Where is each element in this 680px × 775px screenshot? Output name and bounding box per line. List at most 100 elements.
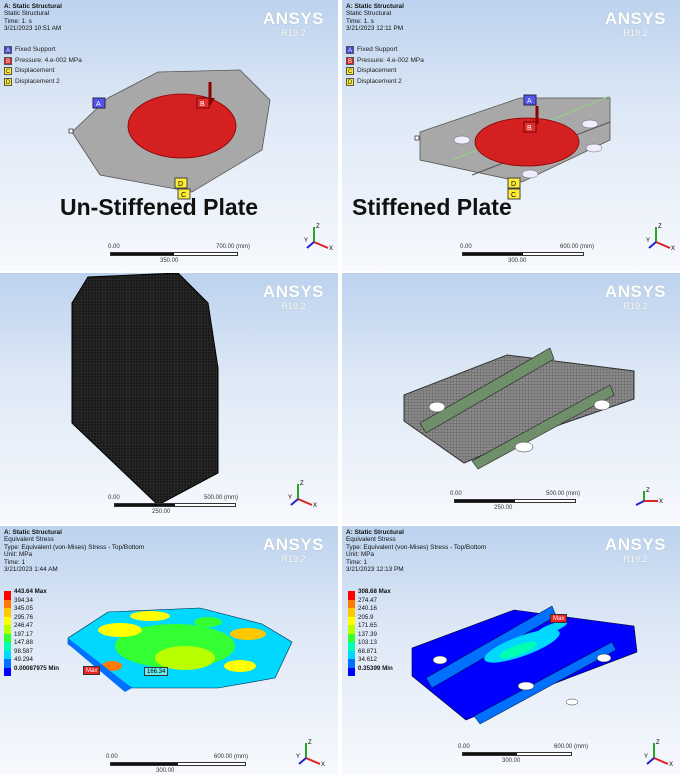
svg-text:Z: Z xyxy=(646,488,650,494)
plate-model[interactable]: A B D C xyxy=(342,0,680,271)
analysis-header: A: Static Structural Static Structural T… xyxy=(4,3,62,33)
ansys-logo: ANSYS R19.2 xyxy=(604,535,666,564)
axis-triad-icon: Z X Y xyxy=(296,740,325,768)
svg-text:Y: Y xyxy=(296,754,300,760)
contour-color-swatch xyxy=(348,616,355,625)
svg-text:D: D xyxy=(511,181,516,188)
ansys-logo: ANSYS R19.2 xyxy=(604,9,666,38)
legend-item-pressure[interactable]: B Pressure: 4.e-002 MPa xyxy=(346,56,424,65)
result-time: Time: 1 xyxy=(4,558,26,566)
svg-text:Y: Y xyxy=(644,754,648,760)
contour-color-swatch xyxy=(348,659,355,668)
contour-color-swatch xyxy=(348,633,355,642)
stress-contour-model[interactable] xyxy=(0,526,338,775)
mesh-model[interactable] xyxy=(0,273,338,524)
contour-level-label: 0.00087975 Min xyxy=(14,664,60,672)
svg-text:Y: Y xyxy=(304,238,308,244)
legend-item-displacement[interactable]: C Displacement xyxy=(4,67,55,76)
ansys-logo: ANSYS R19.2 xyxy=(262,282,324,311)
contour-color-swatch xyxy=(4,608,11,617)
contour-color-swatch xyxy=(348,667,355,676)
viewport-unstiffened-mesh[interactable]: ANSYS R19.2 0.00 500.00 (mm) 250.00 Z X Y xyxy=(0,273,338,524)
svg-text:Y: Y xyxy=(646,238,650,244)
legend-item-displacement[interactable]: C Displacement xyxy=(346,67,397,76)
max-marker[interactable]: Max xyxy=(550,614,568,623)
scale-bar: 0.00 700.00 (mm) 350.00 xyxy=(108,244,251,264)
contour-color-swatch xyxy=(4,616,11,625)
probe-label[interactable]: 166.34 xyxy=(144,667,169,676)
contour-level-label: 205.9 xyxy=(358,613,374,621)
svg-text:D: D xyxy=(178,181,183,188)
legend-item-displacement-2[interactable]: D Displacement 2 xyxy=(4,77,60,86)
legend-item-displacement-2[interactable]: D Displacement 2 xyxy=(346,77,402,86)
analysis-subtitle: Static Structural xyxy=(346,10,392,18)
analysis-date: 3/21/2023 10:51 AM xyxy=(4,25,62,33)
analysis-time: Time: 1. s xyxy=(4,17,32,25)
contour-color-swatch xyxy=(348,642,355,651)
axis-triad-icon: Z X Y xyxy=(644,740,673,768)
analysis-title: A: Static Structural xyxy=(4,529,62,536)
svg-text:X: X xyxy=(313,503,317,509)
contour-color-swatch xyxy=(4,667,11,676)
result-header: A: Static Structural Equivalent Stress T… xyxy=(346,529,486,573)
svg-text:C: C xyxy=(181,192,186,199)
contour-level-label: 308.68 Max xyxy=(358,588,391,595)
ansys-logo: ANSYS R19.2 xyxy=(262,535,324,564)
result-date: 3/21/2023 12:13 PM xyxy=(346,566,404,574)
legend-item-fixed-support[interactable]: A Fixed Support xyxy=(346,46,398,55)
viewport-unstiffened-stress[interactable]: A: Static Structural Equivalent Stress T… xyxy=(0,526,338,775)
viewport-stiffened-stress[interactable]: A: Static Structural Equivalent Stress T… xyxy=(342,526,680,775)
analysis-subtitle: Static Structural xyxy=(4,10,50,18)
viewport-stiffened-setup[interactable]: A: Static Structural Static Structural T… xyxy=(342,0,680,271)
contour-color-swatch xyxy=(348,625,355,634)
analysis-date: 3/21/2023 12:11 PM xyxy=(346,25,404,33)
max-marker[interactable]: Max xyxy=(83,666,101,675)
viewport-unstiffened-setup[interactable]: A: Static Structural Static Structural T… xyxy=(0,0,338,271)
scale-bar: 0.00 600.00 (mm) 300.00 xyxy=(458,744,589,764)
scale-bar: 0.00 500.00 (mm) 250.00 xyxy=(450,491,581,511)
mesh-model[interactable] xyxy=(342,273,680,524)
legend-item-fixed-support[interactable]: A Fixed Support xyxy=(4,46,56,55)
svg-text:X: X xyxy=(671,246,675,252)
svg-text:Y: Y xyxy=(288,495,292,501)
contour-level-label: 0.35399 Min xyxy=(358,664,393,672)
stress-contour-model[interactable] xyxy=(342,526,680,775)
legend-item-pressure[interactable]: B Pressure: 4.e-002 MPa xyxy=(4,56,82,65)
ansys-logo: ANSYS R19.2 xyxy=(604,282,666,311)
scale-bar: 0.00 600.00 (mm) 300.00 xyxy=(460,244,595,264)
svg-text:C: C xyxy=(511,192,516,199)
analysis-time: Time: 1. s xyxy=(346,17,374,25)
axis-triad-icon: Z X Y xyxy=(304,224,333,252)
contour-color-swatch xyxy=(348,599,355,608)
svg-text:Z: Z xyxy=(656,740,660,746)
svg-text:B: B xyxy=(527,125,532,132)
contour-level-label: 240.16 xyxy=(358,605,377,612)
svg-text:Z: Z xyxy=(316,224,320,230)
scale-bar: 0.00 500.00 (mm) 250.00 xyxy=(108,495,239,515)
contour-level-label: 274.47 xyxy=(358,596,377,604)
contour-color-swatch xyxy=(348,608,355,617)
contour-level-label: 295.76 xyxy=(14,613,33,621)
contour-level-label: 443.64 Max xyxy=(14,588,47,595)
viewport-stiffened-mesh[interactable]: ANSYS R19.2 0.00 500.00 (mm) 250.00 Z X xyxy=(342,273,680,524)
svg-text:X: X xyxy=(669,762,673,768)
analysis-header: A: Static Structural Static Structural T… xyxy=(346,3,404,33)
svg-text:A: A xyxy=(527,98,532,105)
contour-level-label: 137.39 xyxy=(358,630,377,638)
plate-model[interactable]: B A D C xyxy=(0,0,338,271)
result-unit: Unit: MPa xyxy=(346,551,375,559)
svg-text:X: X xyxy=(659,499,663,505)
contour-level-label: 394.34 xyxy=(14,596,33,604)
analysis-title: A: Static Structural xyxy=(346,3,404,10)
caption-unstiffened: Un-Stiffened Plate xyxy=(60,194,259,220)
contour-level-label: 345.05 xyxy=(14,605,33,612)
contour-level-label: 246.47 xyxy=(14,622,33,629)
result-time: Time: 1 xyxy=(346,558,368,566)
result-date: 3/21/2023 1:44 AM xyxy=(4,566,58,574)
contour-level-label: 171.65 xyxy=(358,622,377,629)
contour-color-swatch xyxy=(4,633,11,642)
svg-text:Z: Z xyxy=(300,481,304,487)
contour-level-label: 34.612 xyxy=(358,656,377,663)
